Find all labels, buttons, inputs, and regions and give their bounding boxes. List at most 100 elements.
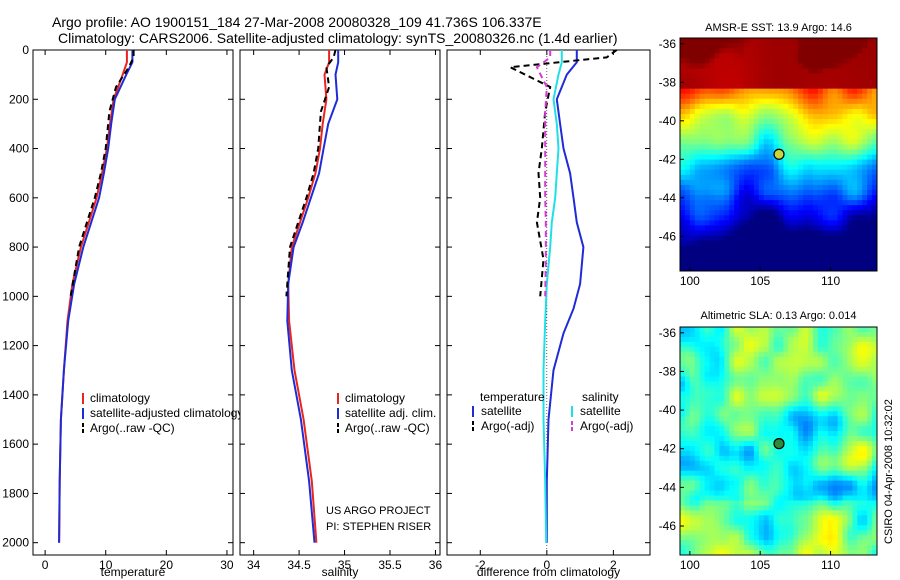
heatmap-cell [832, 43, 838, 49]
heatmap-cell [763, 78, 770, 84]
heatmap-cell [680, 38, 686, 44]
heatmap-cell [694, 169, 701, 176]
heatmap-cell [689, 441, 696, 447]
heatmap-cell [709, 436, 715, 442]
heatmap-cell [867, 550, 873, 556]
heatmap-cell [729, 530, 735, 536]
heatmap-cell [763, 455, 770, 462]
heatmap-cell [773, 103, 779, 110]
heatmap-cell [837, 260, 843, 267]
heatmap-cell [857, 250, 863, 257]
heatmap-cell [758, 225, 765, 231]
heatmap-cell [680, 520, 686, 526]
heatmap-cell [714, 220, 720, 226]
heatmap-cell [729, 436, 735, 442]
heatmap-cell [798, 450, 804, 457]
heatmap-cell [758, 431, 765, 437]
heatmap-cell [699, 98, 706, 105]
heatmap-cell [827, 88, 834, 95]
heatmap-cell [773, 210, 779, 216]
heatmap-cell [778, 327, 784, 333]
heatmap-cell [788, 245, 794, 252]
heatmap-cell [793, 416, 799, 422]
heatmap-cell [808, 545, 814, 551]
heatmap-cell [793, 139, 799, 145]
heatmap-cell [857, 83, 863, 90]
heatmap-cell [822, 411, 829, 417]
heatmap-cell [744, 255, 750, 262]
heatmap-cell [753, 535, 760, 541]
heatmap-cell [694, 230, 701, 236]
heatmap-cell [793, 480, 799, 487]
heatmap-cell [748, 540, 755, 546]
heatmap-cell [689, 210, 696, 216]
heatmap-cell [817, 184, 824, 191]
heatmap-cell [744, 83, 750, 90]
heatmap-cell [744, 436, 750, 442]
heatmap-cell [783, 134, 789, 140]
heatmap-cell [817, 401, 824, 407]
y-tick-label: 400 [9, 142, 29, 156]
heatmap-cell [773, 134, 779, 140]
heatmap-cell [803, 73, 809, 79]
heatmap-cell [680, 260, 686, 267]
heatmap-cell [842, 376, 848, 382]
heatmap-cell [832, 331, 838, 338]
heatmap-cell [768, 189, 774, 196]
heatmap-cell [773, 371, 779, 377]
heatmap-cell [842, 210, 848, 216]
heatmap-cell [822, 460, 829, 467]
heatmap-cell [798, 475, 804, 482]
heatmap-cell [719, 250, 725, 257]
heatmap-cell [778, 331, 784, 338]
heatmap-cell [699, 411, 706, 417]
heatmap-cell [852, 245, 858, 252]
heatmap-cell [680, 436, 686, 442]
heatmap-cell [832, 174, 838, 181]
heatmap-cell [852, 78, 858, 84]
series-line-satellite-adjusted-climatology [58, 50, 134, 543]
heatmap-cell [842, 88, 848, 95]
heatmap-cell [862, 48, 868, 54]
heatmap-cell [709, 327, 715, 333]
heatmap-cell [694, 144, 701, 150]
heatmap-cell [714, 124, 720, 130]
heatmap-cell [862, 230, 868, 236]
heatmap-cell [847, 179, 853, 186]
heatmap-cell [768, 401, 774, 407]
heatmap-cell [694, 63, 701, 69]
heatmap-cell [852, 174, 858, 181]
heatmap-cell [832, 391, 838, 397]
heatmap-cell [734, 540, 740, 546]
heatmap-cell [714, 119, 720, 125]
heatmap-cell [758, 535, 765, 541]
heatmap-cell [709, 455, 715, 462]
heatmap-cell [744, 215, 750, 221]
heatmap-cell [694, 351, 701, 358]
heatmap-cell [857, 520, 863, 526]
heatmap-cell [822, 53, 829, 59]
heatmap-cell [739, 540, 745, 546]
x-tick-label: 34 [247, 558, 261, 572]
heatmap-cell [758, 401, 765, 407]
heatmap-cell [842, 93, 848, 100]
heatmap-cell [867, 164, 873, 171]
heatmap-cell [827, 103, 834, 110]
heatmap-cell [768, 520, 774, 526]
heatmap-cell [689, 43, 696, 49]
heatmap-cell [724, 159, 730, 166]
heatmap-cell [812, 43, 819, 49]
heatmap-cell [803, 391, 809, 397]
heatmap-cell [739, 391, 745, 397]
heatmap-cell [768, 505, 774, 511]
heatmap-cell [783, 205, 789, 211]
heatmap-cell [729, 545, 735, 551]
heatmap-cell [753, 416, 760, 422]
heatmap-cell [862, 445, 868, 452]
heatmap-cell [719, 200, 725, 206]
heatmap-cell [739, 48, 745, 54]
heatmap-cell [798, 113, 804, 120]
heatmap-cell [768, 441, 774, 447]
heatmap-cell [793, 391, 799, 397]
